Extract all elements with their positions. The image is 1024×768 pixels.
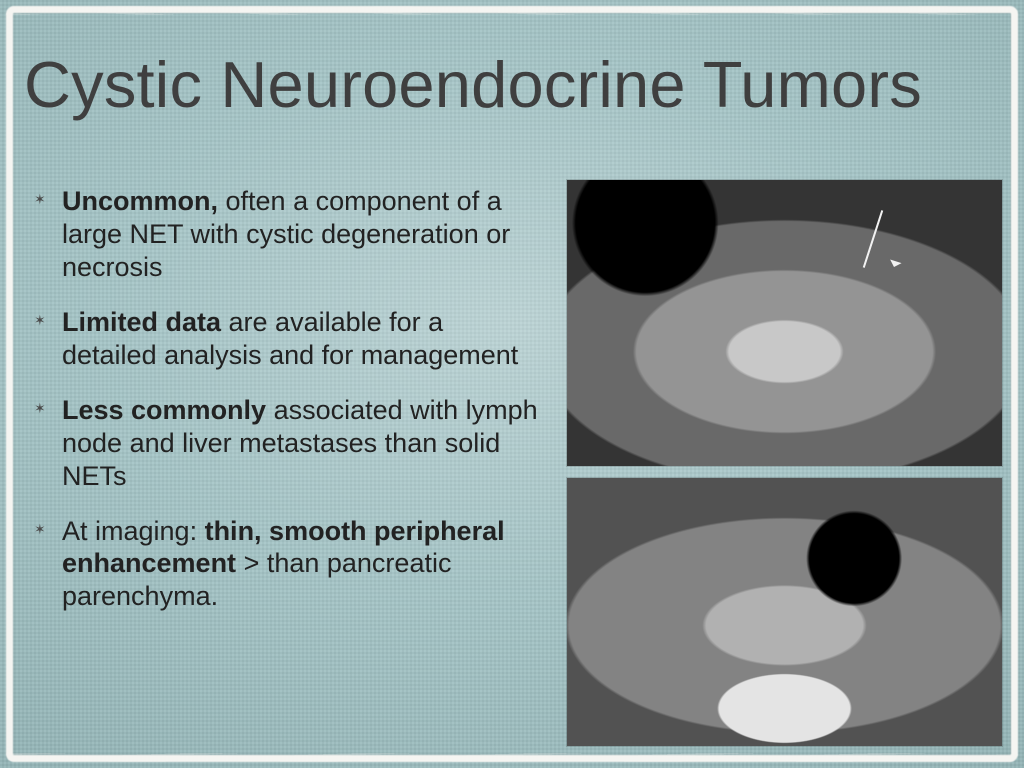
bullet-pre: At imaging: (62, 516, 205, 546)
ct-scan-placeholder (567, 478, 1002, 746)
slide-title: Cystic Neuroendocrine Tumors (24, 52, 1004, 117)
bullet-bold: Uncommon, (62, 186, 218, 216)
list-item: Uncommon, often a component of a large N… (32, 185, 542, 284)
bullet-list-container: Uncommon, often a component of a large N… (32, 185, 542, 635)
list-item: At imaging: thin, smooth peripheral enha… (32, 515, 542, 614)
bullet-list: Uncommon, often a component of a large N… (32, 185, 542, 613)
bullet-bold: Limited data (62, 307, 221, 337)
slide: Cystic Neuroendocrine Tumors Uncommon, o… (0, 0, 1024, 768)
ct-image-bottom (567, 478, 1002, 746)
list-item: Less commonly associated with lymph node… (32, 394, 542, 493)
list-item: Limited data are available for a detaile… (32, 306, 542, 372)
bullet-bold: Less commonly (62, 395, 266, 425)
ct-image-top (567, 180, 1002, 466)
ct-scan-placeholder (567, 180, 1002, 466)
